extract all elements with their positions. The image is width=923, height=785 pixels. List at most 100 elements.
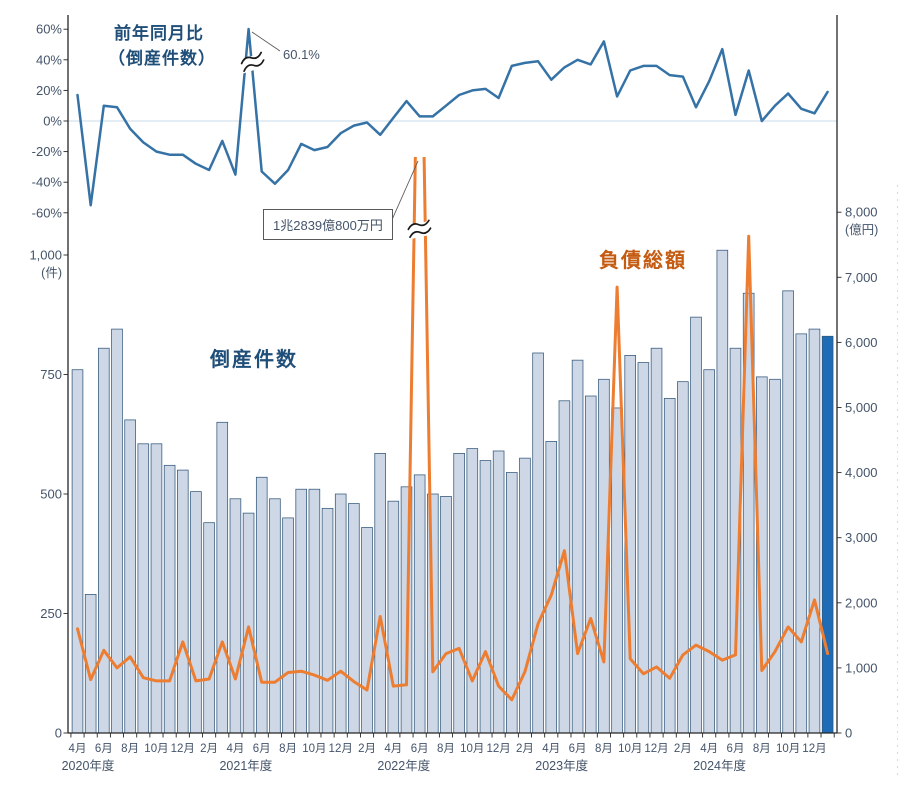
bar xyxy=(387,500,400,734)
bar xyxy=(769,378,781,734)
bar xyxy=(269,498,281,734)
svg-text:5,000: 5,000 xyxy=(845,400,878,415)
svg-text:20%: 20% xyxy=(36,83,62,98)
bar xyxy=(440,496,452,734)
liabilities-series-label: 負債総額 xyxy=(599,250,687,272)
bar xyxy=(229,498,242,734)
svg-text:-20%: -20% xyxy=(32,144,63,159)
svg-text:4月: 4月 xyxy=(69,743,87,755)
svg-text:2021年度: 2021年度 xyxy=(219,758,272,773)
bar xyxy=(519,457,531,734)
bar xyxy=(677,381,689,734)
bar xyxy=(177,469,189,734)
bars-layer xyxy=(71,249,834,734)
svg-text:7,000: 7,000 xyxy=(845,270,878,285)
bar xyxy=(111,328,123,734)
axes-layer xyxy=(63,15,842,738)
bar xyxy=(308,488,321,734)
svg-text:6,000: 6,000 xyxy=(845,335,878,350)
svg-text:6月: 6月 xyxy=(569,743,587,755)
svg-text:2月: 2月 xyxy=(358,743,376,755)
liabilities-peak-callout-line xyxy=(390,160,419,223)
bar xyxy=(650,347,663,734)
svg-text:250: 250 xyxy=(40,606,62,621)
svg-text:10月: 10月 xyxy=(776,743,800,755)
bar xyxy=(690,316,702,734)
yoy-line-break-mark xyxy=(238,51,268,74)
bar-series-label: 倒産件数 xyxy=(210,349,298,371)
bar xyxy=(584,395,597,734)
svg-text:2022年度: 2022年度 xyxy=(377,758,430,773)
svg-text:4月: 4月 xyxy=(384,743,402,755)
svg-text:4月: 4月 xyxy=(542,743,560,755)
svg-text:2020年度: 2020年度 xyxy=(62,758,115,773)
bar xyxy=(216,421,229,734)
bar xyxy=(150,443,163,734)
svg-text:2024年度: 2024年度 xyxy=(693,758,746,773)
svg-text:12月: 12月 xyxy=(171,743,195,755)
svg-text:6月: 6月 xyxy=(95,743,113,755)
svg-text:10月: 10月 xyxy=(302,743,326,755)
bar xyxy=(242,512,255,734)
bar xyxy=(98,347,110,734)
svg-text:12月: 12月 xyxy=(644,743,668,755)
liabilities-peak-callout: 1兆2839億800万円 xyxy=(263,209,393,240)
svg-text:8月: 8月 xyxy=(595,743,613,755)
bar xyxy=(255,476,268,734)
yoy-peak-callout: 60.1% xyxy=(283,47,320,62)
bar xyxy=(703,369,715,734)
svg-text:-60%: -60% xyxy=(32,205,63,220)
svg-text:(件): (件) xyxy=(41,266,62,280)
svg-text:6月: 6月 xyxy=(727,743,745,755)
svg-text:3,000: 3,000 xyxy=(845,530,878,545)
bar xyxy=(663,398,676,734)
svg-text:8月: 8月 xyxy=(753,743,771,755)
svg-text:10月: 10月 xyxy=(144,743,168,755)
yoy-line xyxy=(76,27,829,207)
svg-text:10月: 10月 xyxy=(460,743,484,755)
bar xyxy=(137,443,150,734)
svg-text:1,000: 1,000 xyxy=(845,660,878,675)
bar xyxy=(571,359,584,734)
yoy-chart-title-line1: 前年同月比 xyxy=(114,24,204,43)
bar xyxy=(190,491,202,734)
yoy-peak-callout-line xyxy=(251,31,281,52)
liabilities-line xyxy=(76,157,830,702)
svg-text:8,000: 8,000 xyxy=(845,205,878,220)
bar xyxy=(361,527,373,734)
svg-text:8月: 8月 xyxy=(279,743,297,755)
bar xyxy=(808,328,821,734)
bar xyxy=(637,362,650,734)
svg-text:6月: 6月 xyxy=(253,743,271,755)
bar xyxy=(124,419,136,734)
bar-latest-month xyxy=(821,335,834,734)
svg-text:2月: 2月 xyxy=(516,743,534,755)
bar xyxy=(282,517,294,734)
svg-text:60%: 60% xyxy=(36,22,62,37)
svg-text:12月: 12月 xyxy=(486,743,510,755)
bar xyxy=(782,290,794,734)
svg-text:6月: 6月 xyxy=(411,743,429,755)
bar xyxy=(348,503,360,734)
bar xyxy=(611,407,623,734)
svg-text:-40%: -40% xyxy=(32,175,63,190)
svg-text:40%: 40% xyxy=(36,52,62,67)
svg-text:4月: 4月 xyxy=(700,743,718,755)
svg-text:12月: 12月 xyxy=(329,743,353,755)
svg-text:4月: 4月 xyxy=(226,743,244,755)
svg-text:750: 750 xyxy=(40,367,62,382)
bar xyxy=(295,488,307,734)
svg-text:8月: 8月 xyxy=(437,743,455,755)
bar xyxy=(321,507,334,734)
bar xyxy=(795,333,808,734)
svg-text:2,000: 2,000 xyxy=(845,595,878,610)
svg-text:2月: 2月 xyxy=(200,743,218,755)
bar xyxy=(479,460,492,734)
bar xyxy=(203,522,215,734)
bar xyxy=(413,474,426,734)
svg-text:4,000: 4,000 xyxy=(845,465,878,480)
svg-text:(億円): (億円) xyxy=(845,223,878,237)
svg-text:12月: 12月 xyxy=(802,743,826,755)
